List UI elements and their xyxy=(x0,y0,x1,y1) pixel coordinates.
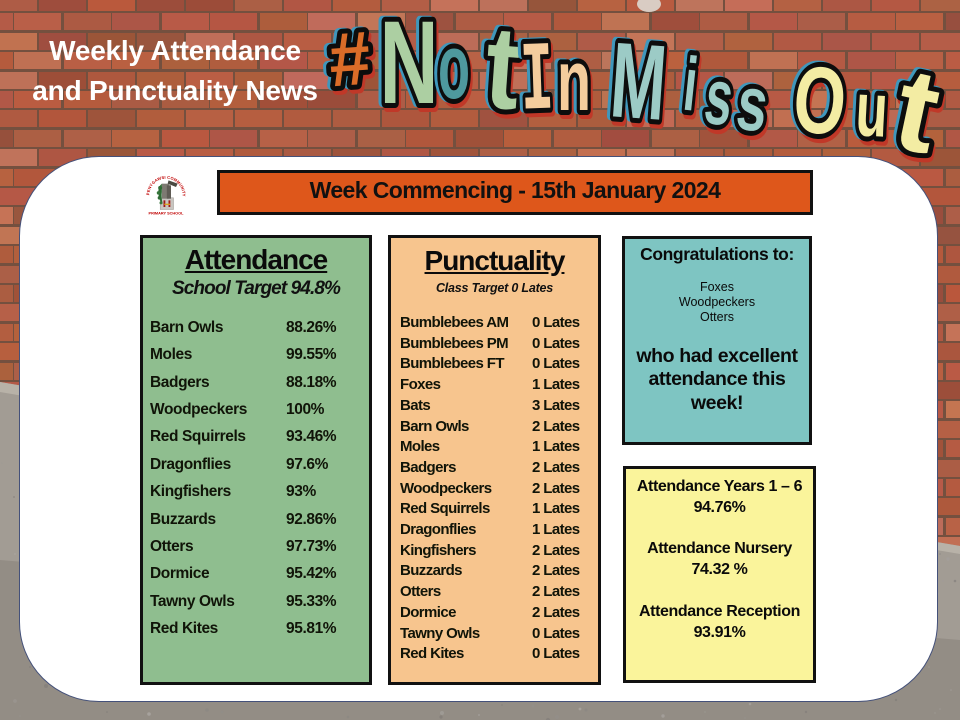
svg-text:o: o xyxy=(438,16,470,118)
svg-text:M: M xyxy=(604,18,667,142)
svg-text:PRIMARY SCHOOL: PRIMARY SCHOOL xyxy=(149,212,185,216)
svg-text:#: # xyxy=(326,16,373,104)
svg-text:#: # xyxy=(323,15,370,103)
svg-text:n: n xyxy=(554,32,588,128)
svg-text:N: N xyxy=(382,1,441,133)
svg-text:M: M xyxy=(609,23,672,147)
svg-text:u: u xyxy=(854,66,890,154)
svg-text:N: N xyxy=(377,0,436,128)
svg-text:n: n xyxy=(557,33,591,129)
svg-text:N: N xyxy=(380,0,439,129)
svg-text:n: n xyxy=(559,37,593,133)
svg-text:o: o xyxy=(440,20,472,122)
svg-text:o: o xyxy=(435,15,467,117)
svg-text:I: I xyxy=(519,26,556,138)
svg-text:O: O xyxy=(789,46,850,156)
svg-text:M: M xyxy=(607,19,670,143)
